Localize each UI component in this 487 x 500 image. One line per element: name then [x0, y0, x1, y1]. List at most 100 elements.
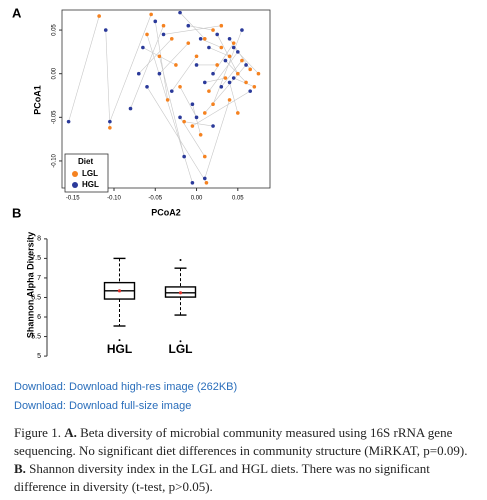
- y-tick-label: 6: [37, 314, 41, 321]
- panel-label: B: [12, 205, 21, 220]
- y-tick-label: 6.5: [31, 294, 41, 301]
- median-dot: [178, 291, 183, 295]
- point: [227, 98, 232, 102]
- pair-line: [212, 42, 234, 74]
- x-tick-label: 0.00: [191, 196, 203, 202]
- point: [231, 41, 236, 45]
- point: [219, 23, 224, 28]
- pair-line: [212, 29, 243, 105]
- point: [240, 58, 244, 63]
- x-tick-label: -0.05: [148, 196, 162, 202]
- point: [149, 12, 153, 17]
- point: [202, 36, 207, 41]
- pair-line: [188, 25, 214, 31]
- point: [202, 111, 207, 115]
- legend-label: HGL: [82, 180, 99, 189]
- caption-text: Shannon diversity index in the LGL and H…: [14, 461, 430, 494]
- point: [240, 28, 244, 32]
- point: [227, 80, 232, 85]
- point: [108, 119, 112, 124]
- point: [128, 106, 133, 111]
- point: [182, 154, 186, 159]
- caption: Figure 1. A. Beta diversity of microbial…: [14, 424, 480, 496]
- y-axis-label: PCoA1: [32, 85, 42, 115]
- pair-line: [221, 60, 243, 87]
- point: [174, 63, 178, 67]
- caption-label: Figure 1.: [14, 425, 61, 440]
- pair-line: [68, 16, 100, 122]
- pair-line: [159, 42, 189, 74]
- point: [198, 132, 203, 137]
- pair-line: [154, 21, 168, 100]
- point: [97, 14, 101, 18]
- x-tick-label: -0.10: [107, 196, 121, 202]
- point: [215, 63, 219, 67]
- download-link[interactable]: Download: Download high-res image (262KB…: [14, 381, 238, 393]
- point: [207, 45, 211, 50]
- links: Download: Download high-res image (262KB…: [14, 378, 237, 416]
- pair-line: [179, 117, 206, 157]
- pair-line: [179, 86, 197, 118]
- legend-label: LGL: [82, 169, 98, 178]
- point: [190, 102, 195, 107]
- outlier: [179, 258, 182, 261]
- pair-line: [159, 56, 185, 157]
- pair-line: [171, 56, 197, 92]
- point: [157, 71, 162, 76]
- point: [153, 19, 158, 24]
- plot-frame: [61, 9, 271, 189]
- pair-line: [204, 77, 226, 83]
- point: [236, 50, 240, 54]
- y-axis-label: Shannon Alpha Diversity: [25, 232, 35, 338]
- panel-label: A: [12, 5, 22, 20]
- pair-line: [208, 51, 239, 92]
- pair-line: [192, 104, 201, 135]
- legend-swatch: [72, 171, 78, 177]
- point: [194, 115, 199, 120]
- point: [190, 180, 195, 185]
- pair-line: [192, 90, 251, 127]
- point: [207, 89, 211, 93]
- point: [248, 89, 252, 93]
- point: [202, 80, 207, 85]
- point: [194, 63, 199, 67]
- y-tick-label: 0.00: [52, 67, 58, 79]
- download-link[interactable]: Download: Download full-size image: [14, 400, 192, 412]
- point: [236, 71, 240, 76]
- y-tick-label: 8: [37, 236, 41, 243]
- outlier: [118, 339, 121, 342]
- point: [236, 111, 240, 115]
- x-axis-label: PCoA2: [151, 207, 181, 217]
- figure: A B -0.15 -0.10 -0.05 0.00 0.05 -0.10 -0.05 0.0…: [12, 5, 271, 360]
- point: [186, 41, 191, 45]
- x-tick-label: -0.15: [66, 196, 80, 202]
- point: [198, 36, 203, 41]
- pair-line: [105, 30, 111, 128]
- point: [202, 176, 207, 181]
- y-tick-label: 0.05: [52, 24, 58, 36]
- pair-line: [109, 14, 152, 122]
- point: [161, 32, 166, 37]
- legend-swatch: [72, 182, 78, 188]
- y-tick-label: 7.5: [31, 255, 41, 262]
- pair-line: [146, 34, 193, 183]
- point: [227, 54, 232, 59]
- pair-line: [130, 25, 164, 109]
- point: [223, 76, 228, 80]
- point: [219, 45, 224, 50]
- pair-line: [138, 38, 172, 74]
- point: [136, 71, 141, 76]
- pair-line: [146, 86, 207, 183]
- pair-line: [233, 77, 255, 88]
- point: [141, 45, 145, 50]
- y-tick-label: 7: [37, 275, 41, 282]
- point: [161, 23, 166, 28]
- point: [178, 10, 182, 15]
- pair-line: [163, 25, 222, 35]
- y-tick-label: -0.10: [52, 153, 58, 167]
- pair-line: [204, 99, 230, 179]
- point: [190, 124, 195, 128]
- point: [145, 32, 149, 37]
- point: [165, 98, 170, 102]
